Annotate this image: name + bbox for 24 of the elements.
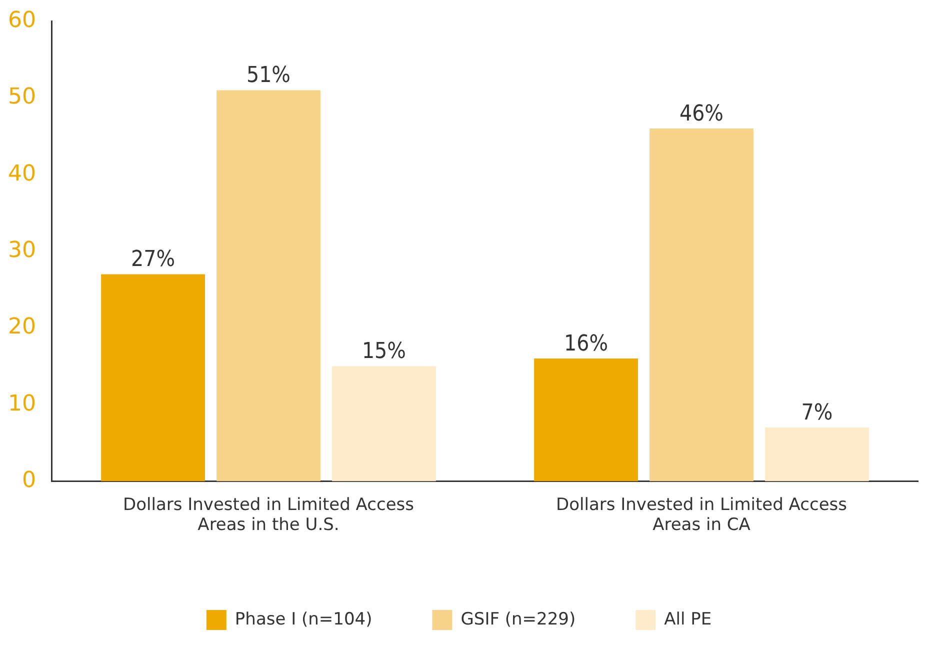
- data-label: 15%: [362, 338, 406, 364]
- legend-label: All PE: [664, 609, 712, 630]
- bar: [650, 128, 754, 482]
- data-label: 16%: [564, 331, 608, 356]
- bar: [534, 358, 638, 482]
- y-tick-label: 30: [8, 238, 36, 263]
- y-tick-label: 40: [8, 161, 36, 186]
- data-label: 27%: [131, 246, 176, 272]
- x-tick-label: Dollars Invested in Limited Access Areas in CA: [556, 494, 848, 536]
- bar: [101, 274, 205, 482]
- data-label: 51%: [246, 62, 290, 88]
- y-tick-label: 0: [22, 468, 36, 493]
- bar: [216, 90, 320, 482]
- y-tick-label: 60: [8, 8, 36, 33]
- bar: [332, 366, 436, 482]
- y-tick-label: 20: [8, 314, 36, 340]
- y-tick-label: 50: [8, 84, 36, 110]
- data-label: 46%: [680, 101, 724, 126]
- x-tick-label: Dollars Invested in Limited Access Areas in the U.S.: [123, 494, 414, 536]
- legend-label: Phase I (n=104): [234, 609, 372, 630]
- y-tick-label: 10: [8, 391, 36, 416]
- data-label: 7%: [801, 400, 833, 426]
- bar: [765, 428, 869, 482]
- legend-label: GSIF (n=229): [460, 609, 576, 630]
